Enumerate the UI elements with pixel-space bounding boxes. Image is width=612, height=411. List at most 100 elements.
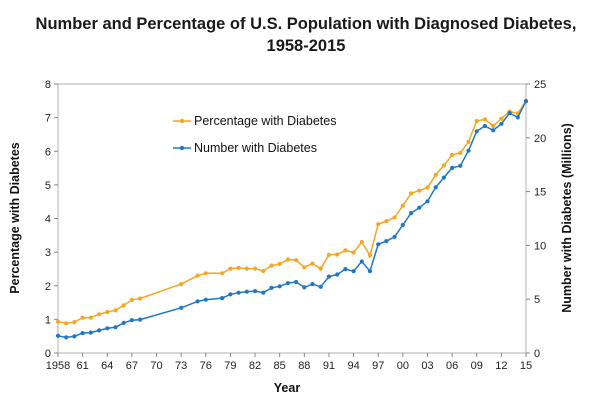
data-point-percentage <box>88 315 93 320</box>
chart-title-line-1: Number and Percentage of U.S. Population… <box>35 15 577 33</box>
y-left-axis-label: Percentage with Diabetes <box>8 142 22 293</box>
x-tick-label: 00 <box>397 360 409 372</box>
data-point-percentage <box>179 282 184 287</box>
data-point-percentage <box>392 215 397 220</box>
data-point-number <box>138 317 143 322</box>
data-point-number <box>367 269 373 274</box>
data-point-number <box>195 299 200 304</box>
legend-marker-percentage <box>179 118 185 124</box>
data-point-percentage <box>80 315 85 320</box>
data-point-percentage <box>203 271 208 276</box>
data-point-percentage <box>105 309 110 315</box>
data-point-percentage <box>64 321 69 326</box>
legend-marker-number <box>179 145 185 151</box>
data-point-percentage <box>236 265 241 270</box>
data-point-number <box>236 290 241 295</box>
data-point-number <box>310 282 315 287</box>
data-point-percentage <box>220 271 225 276</box>
data-point-number <box>277 284 282 289</box>
y-right-tick-label: 5 <box>534 294 540 306</box>
data-point-percentage <box>55 319 61 324</box>
legend: Percentage with Diabetes Number with Dia… <box>173 114 336 155</box>
data-point-number <box>417 205 422 210</box>
y-left-tick-label: 3 <box>45 247 51 259</box>
data-point-number <box>384 239 389 244</box>
data-point-number <box>179 305 184 310</box>
data-point-number <box>491 128 496 133</box>
x-tick-label: 94 <box>347 360 359 372</box>
data-point-percentage <box>318 266 323 271</box>
x-tick-label: 12 <box>495 360 507 372</box>
data-point-number <box>269 285 274 290</box>
x-tick-label: 09 <box>471 360 483 372</box>
data-point-percentage <box>359 239 364 245</box>
series-line-percentage <box>57 100 527 325</box>
y-left-tick-label: 7 <box>45 113 51 125</box>
data-point-number <box>220 296 225 301</box>
data-point-number <box>203 297 208 302</box>
data-point-percentage <box>343 248 348 253</box>
data-point-number <box>88 330 93 335</box>
x-tick-label: 76 <box>200 360 212 372</box>
data-point-number <box>433 185 438 190</box>
data-point-number <box>499 121 504 126</box>
y-right-tick-label: 10 <box>534 240 546 252</box>
data-point-percentage <box>195 273 200 278</box>
data-point-number <box>55 333 61 338</box>
data-point-number <box>302 285 307 290</box>
y-left-axis-ticks: 0 1 2 3 4 5 6 7 8 <box>45 79 58 360</box>
data-point-number <box>253 289 258 294</box>
data-point-number <box>261 290 266 295</box>
data-point-percentage <box>458 150 463 155</box>
data-point-percentage <box>121 303 126 308</box>
data-point-percentage <box>491 123 496 129</box>
data-point-number <box>121 320 126 325</box>
y-right-tick-label: 0 <box>534 348 540 360</box>
data-point-number <box>523 99 529 104</box>
data-point-percentage <box>384 219 389 224</box>
data-point-percentage <box>351 250 356 255</box>
data-point-number <box>482 123 487 129</box>
data-point-percentage <box>253 266 258 271</box>
data-point-number <box>400 222 405 228</box>
y-left-tick-label: 6 <box>45 146 51 158</box>
data-point-percentage <box>261 268 266 274</box>
data-point-number <box>392 234 397 239</box>
x-tick-label: 03 <box>421 360 433 372</box>
data-point-number <box>326 274 331 279</box>
data-point-percentage <box>376 222 381 227</box>
data-point-percentage <box>269 263 274 268</box>
y-left-tick-label: 5 <box>45 180 51 192</box>
data-point-number <box>441 175 446 180</box>
y-right-axis-label: Number with Diabetes (Millions) <box>560 123 574 313</box>
x-tick-label: 06 <box>446 360 458 372</box>
data-point-number <box>409 211 414 216</box>
data-point-percentage <box>285 257 290 262</box>
y-right-tick-label: 20 <box>534 133 546 145</box>
data-point-number <box>244 289 249 294</box>
data-point-percentage <box>326 252 331 257</box>
data-point-percentage <box>335 252 340 257</box>
data-point-number <box>335 272 340 277</box>
data-point-number <box>64 335 69 340</box>
y-right-tick-label: 25 <box>534 79 546 91</box>
data-point-percentage <box>474 118 479 124</box>
y-right-tick-label: 15 <box>534 187 546 199</box>
data-point-percentage <box>409 191 414 196</box>
data-point-number <box>343 267 348 272</box>
y-right-axis-ticks: 0 5 10 15 20 25 <box>526 79 546 360</box>
data-point-number <box>72 334 77 339</box>
data-point-percentage <box>294 258 299 263</box>
data-point-number <box>285 281 290 286</box>
x-tick-label: 82 <box>249 360 261 372</box>
x-tick-label: 91 <box>323 360 335 372</box>
x-axis-ticks: 1958 61 64 67 70 73 76 79 82 85 88 91 94 97 00 03 06 09 12… <box>46 353 532 372</box>
data-point-number <box>450 165 455 170</box>
x-tick-label: 79 <box>224 360 236 372</box>
legend-label-number: Number with Diabetes <box>194 141 317 155</box>
data-point-percentage <box>97 312 102 317</box>
data-point-percentage <box>466 139 471 144</box>
data-point-number <box>129 318 134 323</box>
plot-area <box>57 83 527 354</box>
